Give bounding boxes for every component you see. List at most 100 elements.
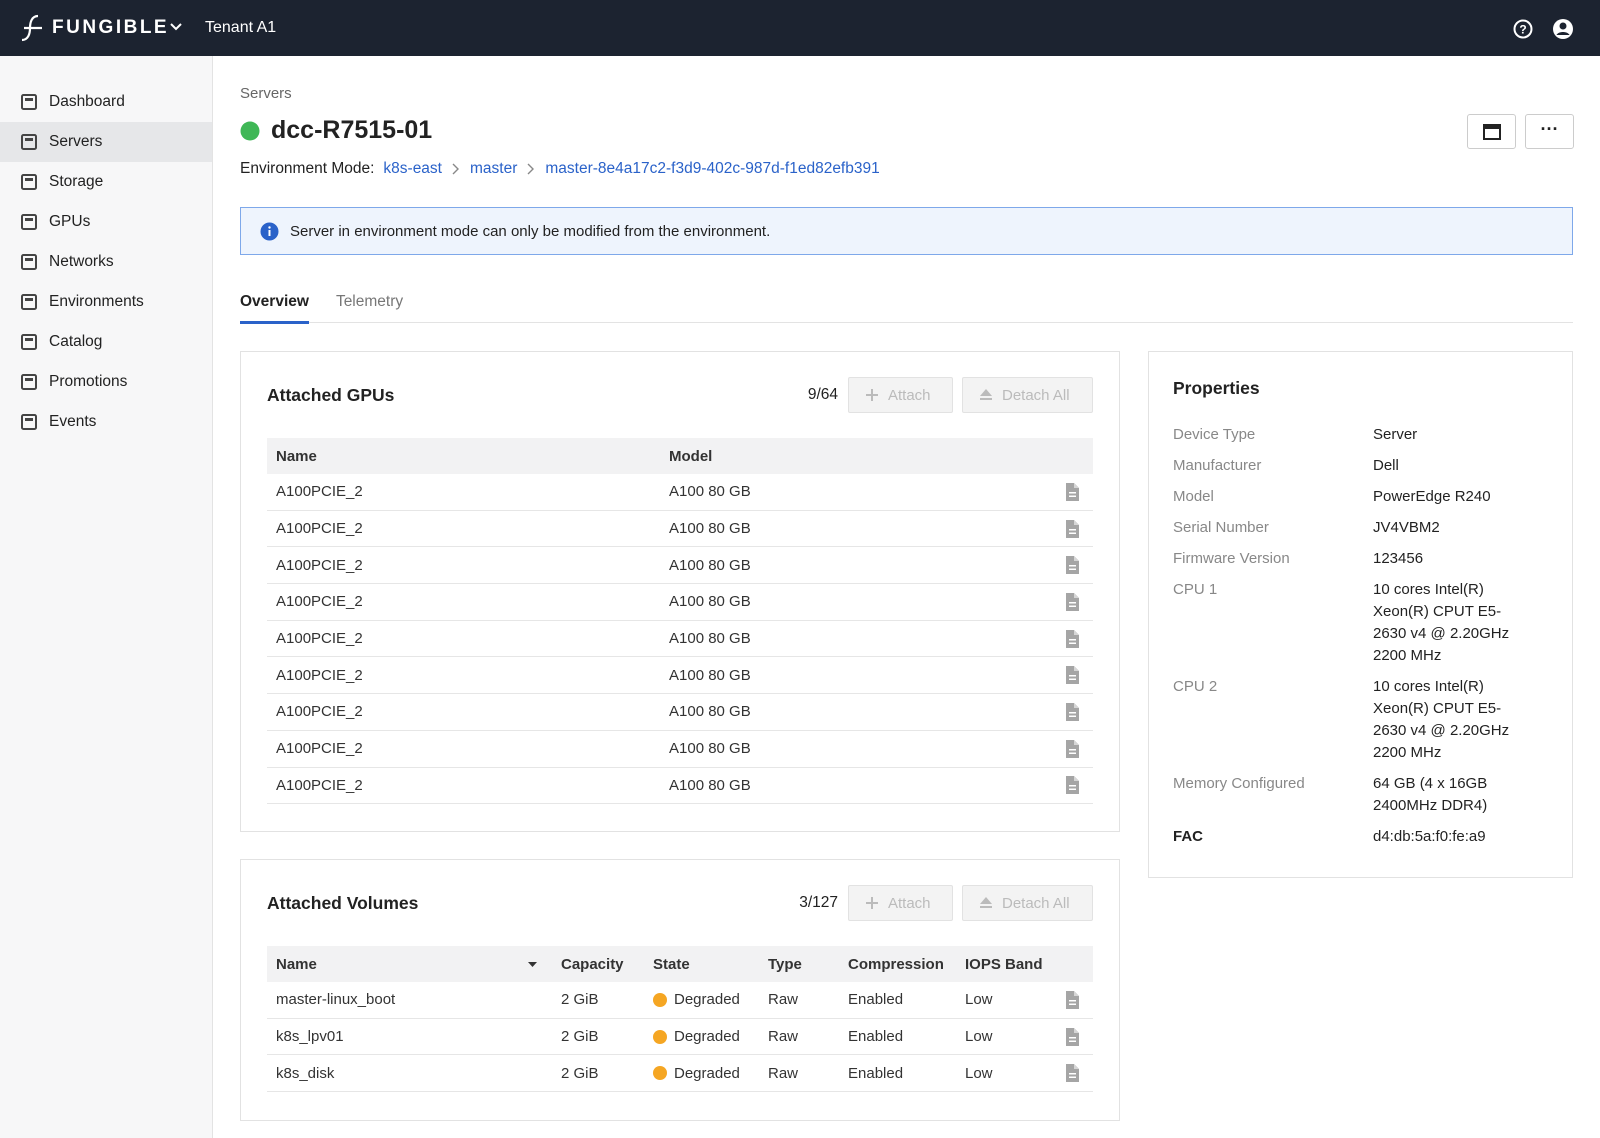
account-icon[interactable] (1551, 17, 1575, 41)
env-link[interactable]: master (470, 160, 517, 178)
column-label: Capacity (561, 956, 624, 973)
tab-divider (240, 322, 1573, 323)
state-dot (653, 1030, 667, 1044)
cell-text: Enabled (848, 1028, 903, 1045)
tab[interactable]: Overview (240, 293, 309, 324)
nav-label: Events (49, 413, 96, 431)
card-title: Attached GPUs (267, 385, 808, 406)
cell-text: A100 80 GB (669, 777, 751, 794)
table-header: NameModel (267, 438, 1093, 474)
cell-text: A100PCIE_2 (276, 703, 363, 720)
nav-item[interactable]: Events (0, 402, 212, 442)
nav-item[interactable]: Servers (0, 122, 212, 162)
state-dot (653, 993, 667, 1007)
column-header: Capacity (552, 956, 644, 973)
tenant[interactable]: Tenant A1 (205, 19, 276, 37)
cell-text: Low (965, 1065, 993, 1082)
button-label: Attach (888, 895, 931, 912)
cell: A100 80 GB (660, 630, 1040, 647)
property-value: PowerEdge R240 (1373, 486, 1523, 508)
cell: Raw (759, 991, 839, 1008)
nav-item[interactable]: Promotions (0, 362, 212, 402)
env-link[interactable]: master-8e4a17c2-f3d9-402c-987d-f1ed82efb… (545, 160, 879, 178)
details-icon (1064, 629, 1081, 649)
property-label: Manufacturer (1173, 455, 1373, 477)
nav-item[interactable]: Networks (0, 242, 212, 282)
cell: Low (956, 991, 1056, 1008)
nav-item[interactable]: Storage (0, 162, 212, 202)
nav-label: GPUs (49, 213, 90, 231)
table-row: A100PCIE_2A100 80 GB (267, 511, 1093, 548)
nav-icon (20, 93, 38, 111)
cell-text: k8s_lpv01 (276, 1028, 344, 1045)
cell-text: A100PCIE_2 (276, 520, 363, 537)
column-label: Type (768, 956, 802, 973)
nav-item[interactable]: Dashboard (0, 82, 212, 122)
button[interactable]: Detach All (962, 885, 1093, 921)
property-row: Device TypeServer (1173, 424, 1548, 446)
svg-text:?: ? (1519, 23, 1526, 37)
card-title: Attached Volumes (267, 893, 799, 914)
cell: k8s_disk (267, 1065, 552, 1082)
cell: A100PCIE_2 (267, 777, 660, 794)
cell: 2 GiB (552, 1028, 644, 1045)
sort-icon (527, 960, 538, 968)
property-value: Dell (1373, 455, 1523, 477)
more-button[interactable]: ··· (1525, 114, 1574, 149)
nav-item[interactable]: GPUs (0, 202, 212, 242)
property-label: FAC (1173, 826, 1373, 848)
details-icon (1064, 990, 1081, 1010)
nav-icon (20, 173, 38, 191)
nav-label: Catalog (49, 333, 102, 351)
cell-text: A100PCIE_2 (276, 483, 363, 500)
table: NameCapacityStateTypeCompressionIOPS Ban… (267, 946, 1093, 1092)
cell: Degraded (644, 1028, 759, 1045)
cell: Enabled (839, 991, 956, 1008)
count: 9/64 (808, 386, 838, 404)
alert: Server in environment mode can only be m… (240, 207, 1573, 255)
tab[interactable]: Telemetry (336, 293, 403, 324)
panel-button[interactable] (1467, 114, 1516, 149)
property-value: JV4VBM2 (1373, 517, 1523, 539)
cell: A100 80 GB (660, 740, 1040, 757)
cell: A100 80 GB (660, 667, 1040, 684)
button[interactable]: Attach (848, 377, 953, 413)
nav-icon (20, 213, 38, 231)
brand[interactable]: FUNGIBLE (52, 17, 169, 39)
cell-text: 2 GiB (561, 991, 599, 1008)
button[interactable]: Attach (848, 885, 953, 921)
button-label: Detach All (1002, 387, 1070, 404)
details-icon (1064, 665, 1081, 685)
alert-text: Server in environment mode can only be m… (290, 223, 770, 240)
nav-item[interactable]: Catalog (0, 322, 212, 362)
nav-item[interactable]: Environments (0, 282, 212, 322)
column-header: IOPS Band (956, 956, 1056, 973)
button[interactable]: Detach All (962, 377, 1093, 413)
property-row: ManufacturerDell (1173, 455, 1548, 477)
help-icon[interactable]: ? (1512, 18, 1534, 40)
button-label: Attach (888, 387, 931, 404)
property-value: 64 GB (4 x 16GB 2400MHz DDR4) (1373, 773, 1523, 817)
column-label: Name (276, 956, 317, 973)
breadcrumb[interactable]: Servers (240, 85, 292, 102)
cell-text: A100PCIE_2 (276, 557, 363, 574)
cell: 2 GiB (552, 1065, 644, 1082)
cell: Enabled (839, 1065, 956, 1082)
cell: 2 GiB (552, 991, 644, 1008)
card-header: Attached Volumes3/127AttachDetach All (267, 885, 1093, 921)
column-header: Name (267, 956, 552, 973)
cell: Degraded (644, 1065, 759, 1082)
property-row: Firmware Version123456 (1173, 548, 1548, 570)
button-icon (979, 896, 993, 910)
env-link[interactable]: k8s-east (383, 160, 442, 178)
cell-text: Enabled (848, 1065, 903, 1082)
cell-text: A100PCIE_2 (276, 740, 363, 757)
nav-label: Networks (49, 253, 114, 271)
column-header: Type (759, 956, 839, 973)
cell: Enabled (839, 1028, 956, 1045)
property-label: Firmware Version (1173, 548, 1373, 570)
table-row: A100PCIE_2 A100 80 GB (267, 768, 1093, 805)
table-row: A100PCIE_2A100 80 GB (267, 621, 1093, 658)
property-row: FACd4:db:5a:f0:fe:a9 (1173, 826, 1548, 848)
